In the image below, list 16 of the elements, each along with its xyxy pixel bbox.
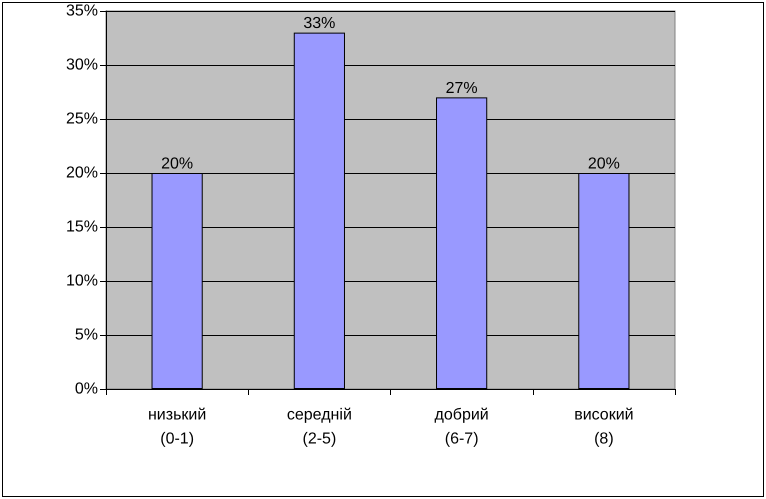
- data-label: 33%: [303, 15, 336, 32]
- y-tick-label: 35%: [66, 2, 98, 20]
- x-tick-label: середній (2-5): [286, 406, 352, 448]
- y-tick-label: 20%: [66, 164, 98, 182]
- data-label: 27%: [446, 80, 478, 97]
- y-tick-label: 25%: [66, 110, 98, 128]
- y-tick-label: 30%: [66, 56, 98, 74]
- x-tick-label: низький (0-1): [148, 406, 206, 448]
- y-tick-label: 0%: [74, 380, 98, 398]
- x-tick-label: високий (8): [574, 406, 634, 448]
- data-label: 20%: [588, 156, 620, 172]
- y-tick-label: 10%: [66, 272, 98, 290]
- y-tick-label: 15%: [66, 218, 98, 236]
- data-label: 20%: [161, 156, 194, 172]
- x-tick-label: добрий (6-7): [434, 406, 489, 448]
- y-tick-label: 5%: [74, 326, 98, 344]
